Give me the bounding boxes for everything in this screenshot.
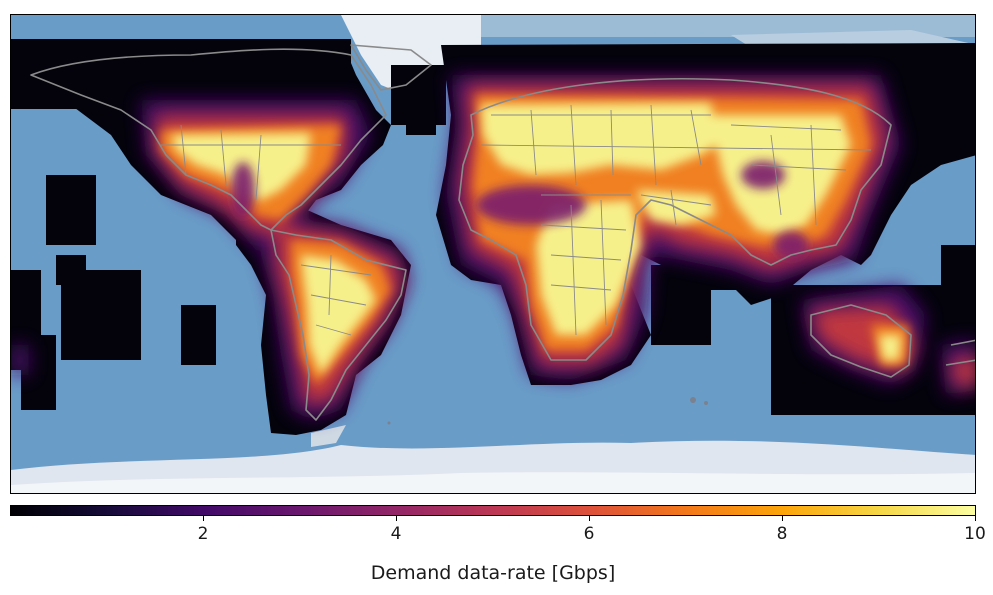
- colorbar-tick-mark: [975, 516, 976, 521]
- demand-heatmap: [10, 14, 976, 494]
- colorbar-tick-mark: [203, 516, 204, 521]
- colorbar-tick-label: 8: [776, 524, 788, 544]
- colorbar-tick-label: 6: [583, 524, 595, 544]
- colorbar-tick-label: 4: [390, 524, 402, 544]
- coastlines: [30, 44, 975, 421]
- colorbar-tick-mark: [782, 516, 783, 521]
- world-map: [11, 15, 975, 493]
- demand-high: [171, 103, 901, 375]
- colorbar-tick-mark: [396, 516, 397, 521]
- colorbar-label: Demand data-rate [Gbps]: [370, 562, 616, 584]
- antarctica: [11, 425, 975, 493]
- colorbar: [10, 505, 976, 516]
- colorbar-gradient: [11, 506, 975, 515]
- colorbar-tick-mark: [589, 516, 590, 521]
- colorbar-tick-label: 2: [197, 524, 209, 544]
- islands: [387, 397, 708, 425]
- colorbar-tick-label: 10: [964, 524, 986, 544]
- country-borders: [161, 104, 872, 336]
